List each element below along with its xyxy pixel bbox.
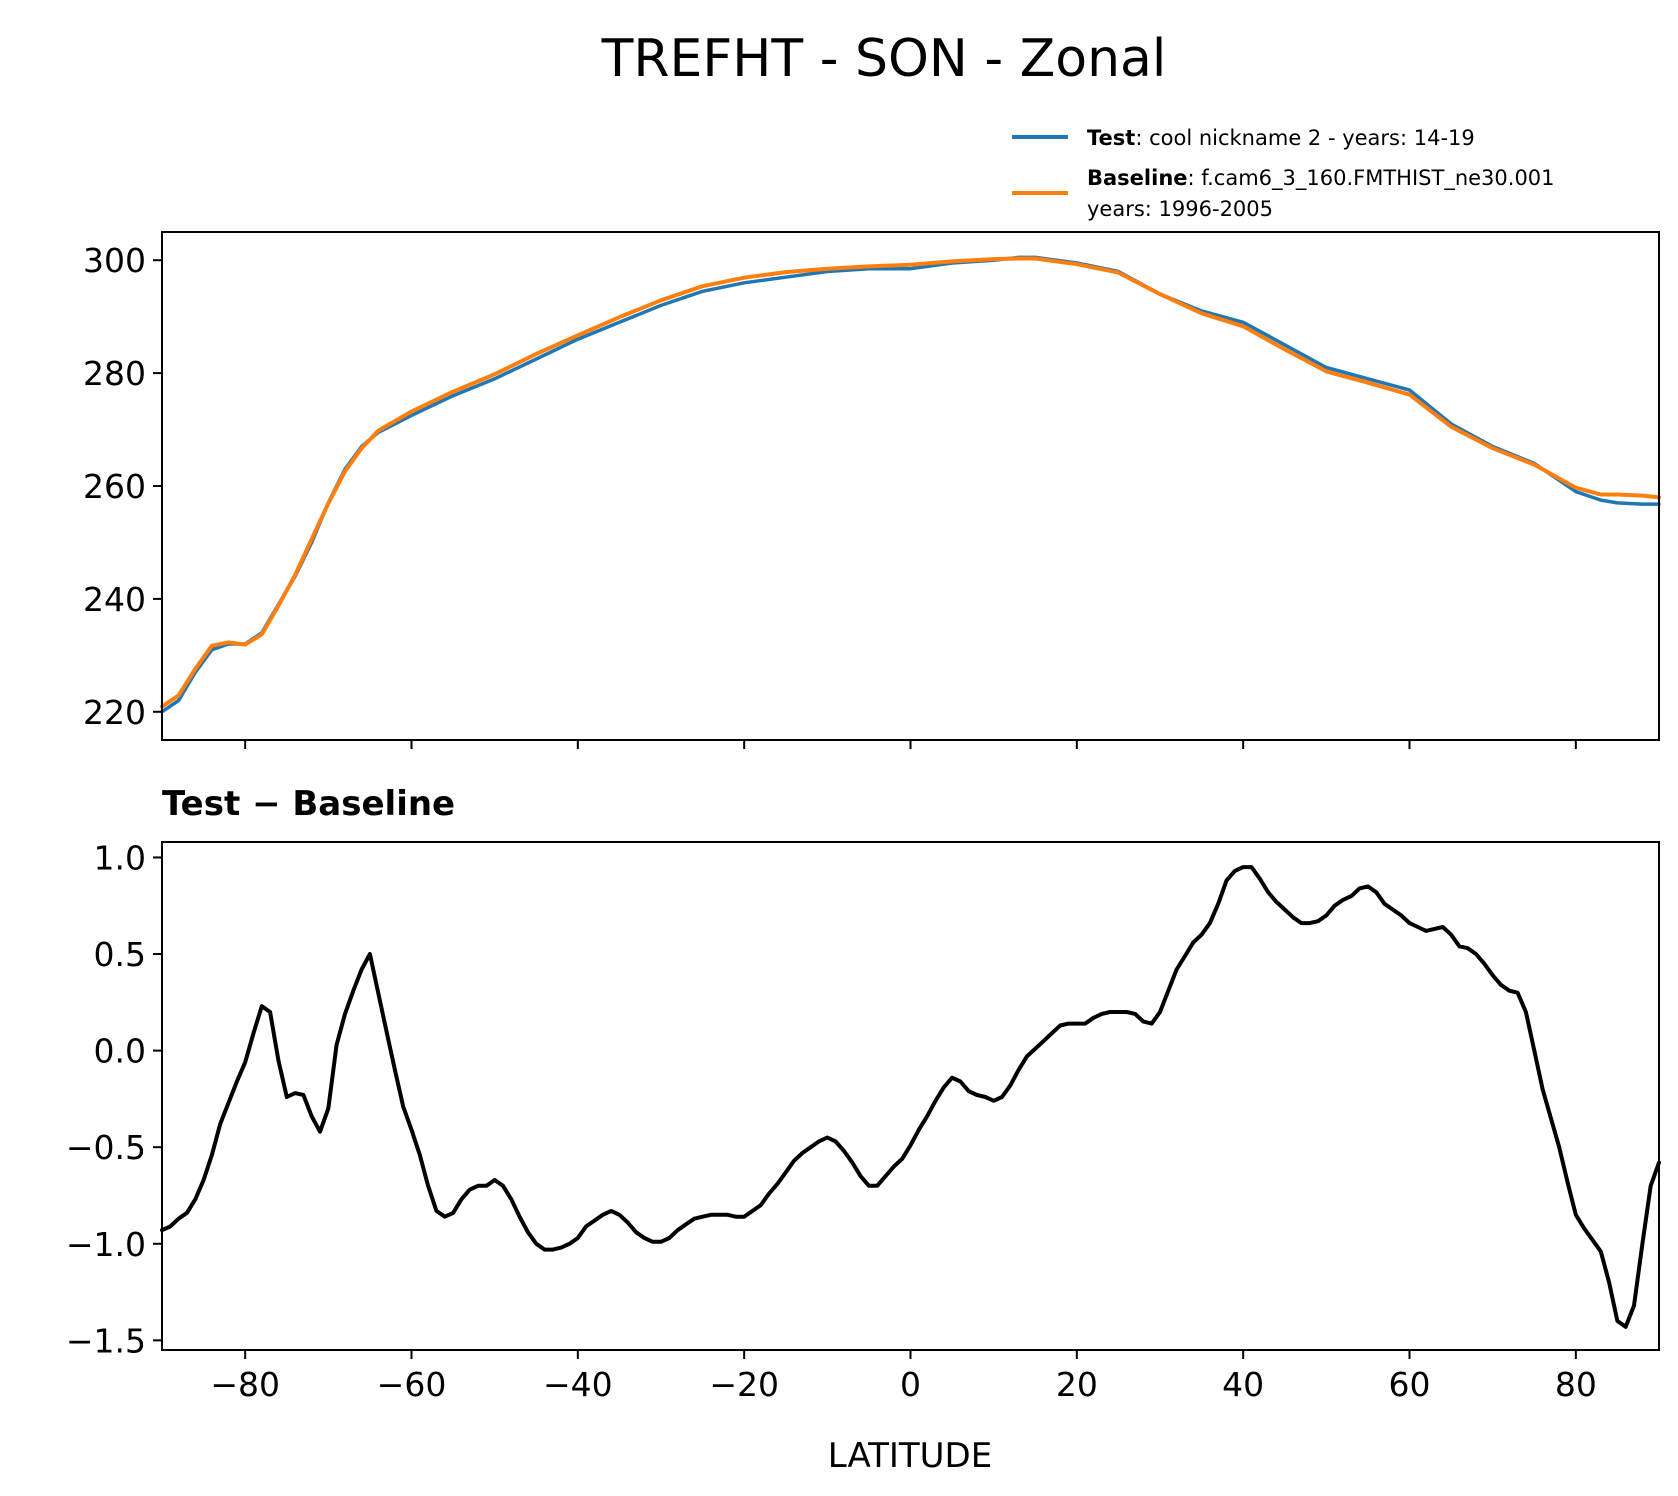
bottom-x-axis: −80 −60 −40 −20 0 20 40 60 80 <box>210 1350 1597 1404</box>
bottom-y-tick-label: −0.5 <box>66 1128 146 1167</box>
top-y-tick-label: 260 <box>83 467 146 506</box>
bottom-y-axis: 1.0 0.5 0.0 −0.5 −1.0 −1.5 <box>66 838 162 1360</box>
bottom-x-tick-label: 0 <box>900 1365 921 1404</box>
bottom-x-tick-label: −80 <box>210 1365 280 1404</box>
figure-title: TREFHT - SON - Zonal <box>601 29 1167 89</box>
bottom-panel: 1.0 0.5 0.0 −0.5 −1.0 −1.5 −80 −60 −40 −20 0 20 40 6… <box>66 838 1661 1404</box>
bottom-x-tick-label: 80 <box>1555 1365 1597 1404</box>
bottom-plot-frame <box>161 841 1660 1351</box>
top-y-axis: 220 240 260 280 300 <box>83 241 162 732</box>
top-plot-frame <box>161 231 1660 741</box>
top-y-tick-label: 280 <box>83 354 146 393</box>
bottom-y-tick-label: 1.0 <box>94 838 146 877</box>
x-axis-label: LATITUDE <box>828 1436 992 1476</box>
bottom-y-tick-label: 0.5 <box>94 935 146 974</box>
legend-baseline-text: : f.cam6_3_160.FMTHIST_ne30.001 <box>1188 166 1555 191</box>
top-series-layer <box>160 255 1661 714</box>
top-panel: 220 240 260 280 300 <box>83 231 1661 749</box>
top-series-test <box>160 255 1661 714</box>
top-x-axis <box>244 740 1577 749</box>
bottom-x-tick-label: −60 <box>377 1365 447 1404</box>
top-y-tick-label: 240 <box>83 580 146 619</box>
bottom-x-tick-label: −40 <box>543 1365 613 1404</box>
bottom-y-tick-label: −1.0 <box>66 1225 146 1264</box>
bottom-y-tick-label: 0.0 <box>94 1032 146 1071</box>
bottom-series-test-baseline <box>160 865 1661 1329</box>
diff-panel-title: Test − Baseline <box>162 784 455 824</box>
bottom-x-tick-label: 20 <box>1056 1365 1098 1404</box>
top-series-baseline <box>160 256 1661 709</box>
legend-test-label: Test <box>1087 126 1135 150</box>
legend-baseline-entry: Baseline: f.cam6_3_160.FMTHIST_ne30.001 <box>1087 166 1555 191</box>
bottom-x-tick-label: 60 <box>1389 1365 1431 1404</box>
top-y-tick-label: 300 <box>83 241 146 280</box>
legend-test-text: : cool nickname 2 - years: 14-19 <box>1135 126 1474 150</box>
legend: Test: cool nickname 2 - years: 14-19 Bas… <box>1012 126 1555 221</box>
bottom-series-layer <box>160 865 1661 1329</box>
bottom-x-tick-label: 40 <box>1222 1365 1264 1404</box>
bottom-y-tick-label: −1.5 <box>66 1321 146 1360</box>
legend-baseline-label: Baseline <box>1087 166 1188 190</box>
top-y-tick-label: 220 <box>83 693 146 732</box>
legend-test-entry: Test: cool nickname 2 - years: 14-19 <box>1087 126 1475 150</box>
bottom-x-tick-label: −20 <box>709 1365 779 1404</box>
legend-baseline-years: years: 1996-2005 <box>1087 197 1273 221</box>
